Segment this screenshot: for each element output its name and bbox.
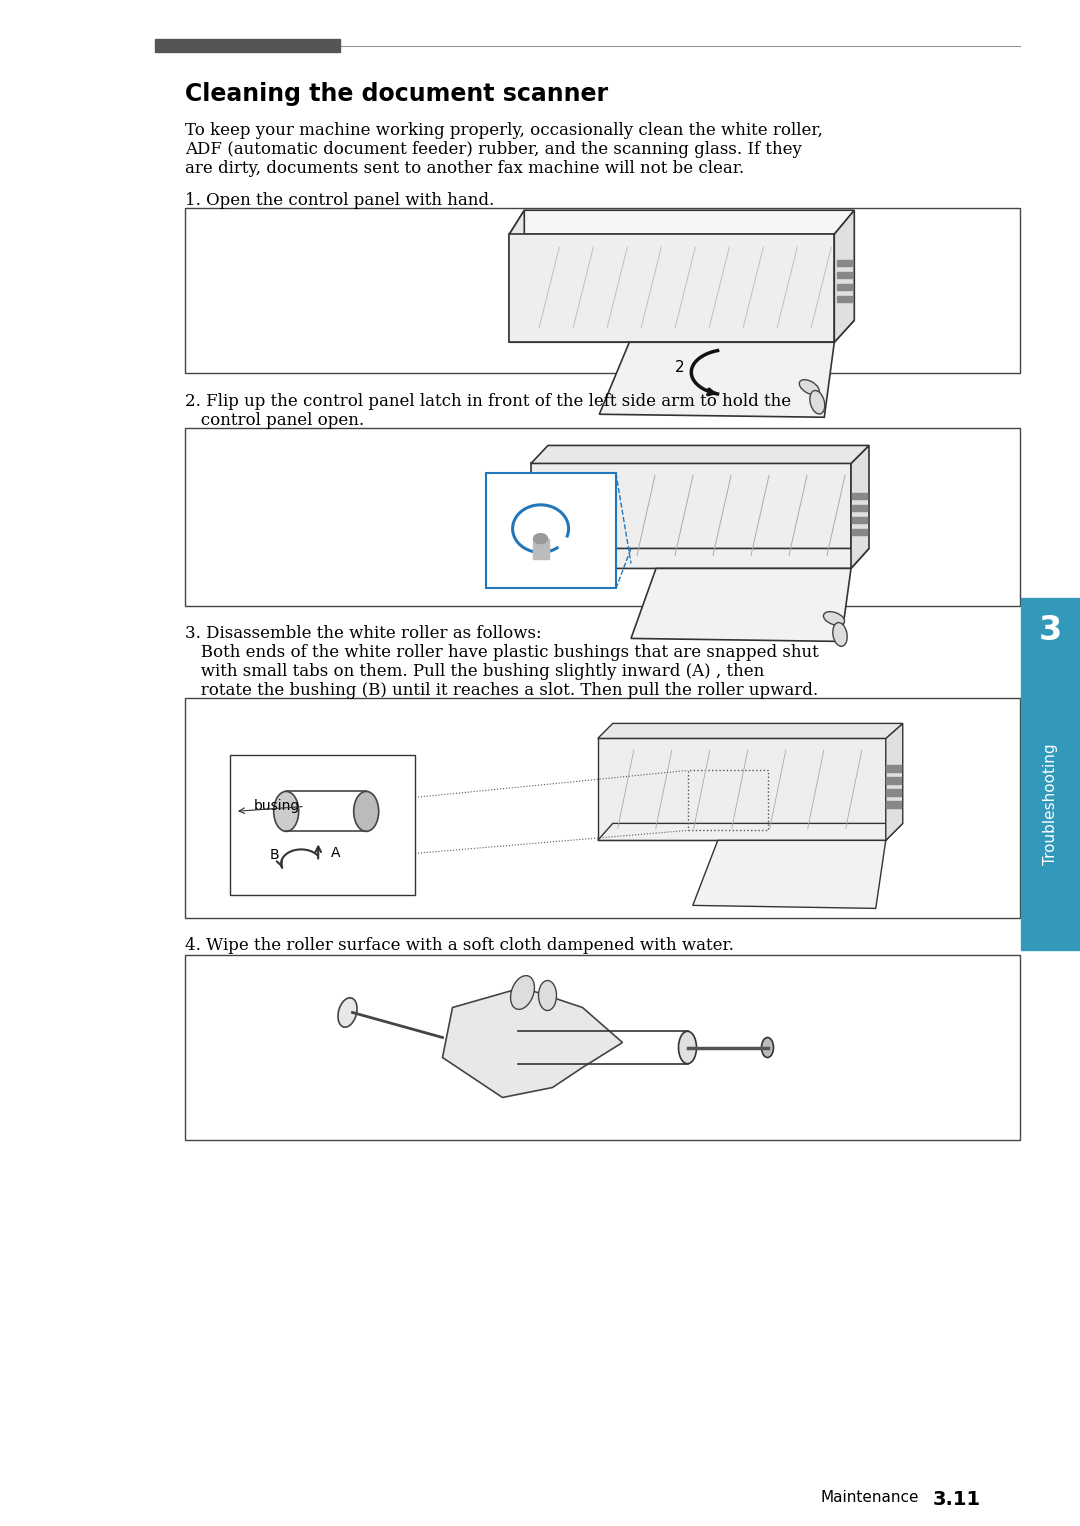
Polygon shape bbox=[510, 211, 854, 235]
Bar bbox=[852, 505, 867, 511]
Polygon shape bbox=[531, 446, 869, 464]
Ellipse shape bbox=[833, 623, 847, 647]
Text: rotate the bushing (B) until it reaches a slot. Then pull the roller upward.: rotate the bushing (B) until it reaches … bbox=[185, 682, 819, 699]
Text: Cleaning the document scanner: Cleaning the document scanner bbox=[185, 82, 608, 105]
Polygon shape bbox=[834, 211, 854, 342]
Bar bbox=[185, 208, 1020, 372]
Text: are dirty, documents sent to another fax machine will not be clear.: are dirty, documents sent to another fax… bbox=[185, 160, 744, 177]
Text: 2. Flip up the control panel latch in front of the left side arm to hold the: 2. Flip up the control panel latch in fr… bbox=[185, 394, 792, 410]
Bar bbox=[156, 40, 340, 52]
Bar bbox=[886, 766, 901, 772]
Polygon shape bbox=[510, 320, 854, 342]
Bar bbox=[886, 801, 901, 809]
Text: B: B bbox=[270, 848, 280, 862]
Polygon shape bbox=[597, 723, 903, 739]
Ellipse shape bbox=[539, 981, 556, 1010]
Text: 1. Open the control panel with hand.: 1. Open the control panel with hand. bbox=[185, 192, 495, 209]
Bar bbox=[532, 539, 549, 559]
Text: control panel open.: control panel open. bbox=[185, 412, 364, 429]
Bar bbox=[837, 272, 852, 278]
Polygon shape bbox=[851, 446, 869, 569]
Text: with small tabs on them. Pull the bushing slightly inward (A) , then: with small tabs on them. Pull the bushin… bbox=[185, 662, 765, 681]
Ellipse shape bbox=[823, 612, 845, 626]
Text: busing: busing bbox=[254, 800, 300, 813]
Text: 2: 2 bbox=[675, 360, 684, 375]
Bar bbox=[852, 530, 867, 536]
Polygon shape bbox=[886, 723, 903, 841]
Polygon shape bbox=[597, 824, 903, 841]
Text: ADF (automatic document feeder) rubber, and the scanning glass. If they: ADF (automatic document feeder) rubber, … bbox=[185, 140, 801, 159]
Ellipse shape bbox=[678, 1032, 697, 1064]
Text: Troubleshooting: Troubleshooting bbox=[1042, 743, 1057, 865]
Polygon shape bbox=[631, 569, 851, 641]
Polygon shape bbox=[531, 464, 851, 569]
Text: 4. Wipe the roller surface with a soft cloth dampened with water.: 4. Wipe the roller surface with a soft c… bbox=[185, 937, 734, 954]
Text: 3.11: 3.11 bbox=[933, 1489, 981, 1509]
Text: 3. Disassemble the white roller as follows:: 3. Disassemble the white roller as follo… bbox=[185, 626, 542, 642]
Bar bbox=[230, 755, 415, 896]
Bar bbox=[852, 517, 867, 523]
Bar bbox=[837, 261, 852, 266]
Bar bbox=[886, 789, 901, 797]
Ellipse shape bbox=[534, 534, 548, 543]
Text: 3: 3 bbox=[1038, 613, 1062, 647]
Ellipse shape bbox=[354, 792, 379, 832]
Ellipse shape bbox=[338, 998, 357, 1027]
Bar bbox=[852, 493, 867, 499]
Ellipse shape bbox=[511, 975, 535, 1009]
Bar bbox=[185, 697, 1020, 919]
Text: To keep your machine working properly, occasionally clean the white roller,: To keep your machine working properly, o… bbox=[185, 122, 823, 139]
Ellipse shape bbox=[509, 1032, 527, 1064]
Bar bbox=[1021, 598, 1079, 951]
Polygon shape bbox=[510, 235, 834, 342]
Bar bbox=[837, 284, 852, 290]
Text: Maintenance: Maintenance bbox=[820, 1489, 918, 1505]
Text: A: A bbox=[332, 847, 340, 861]
Ellipse shape bbox=[799, 380, 820, 395]
Bar bbox=[185, 427, 1020, 606]
Ellipse shape bbox=[810, 391, 825, 414]
Bar bbox=[185, 955, 1020, 1140]
Bar bbox=[837, 296, 852, 302]
Ellipse shape bbox=[273, 792, 299, 832]
Polygon shape bbox=[692, 841, 886, 908]
Bar bbox=[886, 777, 901, 784]
Bar bbox=[486, 473, 616, 589]
Polygon shape bbox=[443, 987, 622, 1097]
Polygon shape bbox=[597, 739, 886, 841]
Text: Both ends of the white roller have plastic bushings that are snapped shut: Both ends of the white roller have plast… bbox=[185, 644, 819, 661]
Bar bbox=[688, 771, 768, 830]
Ellipse shape bbox=[761, 1038, 773, 1058]
Polygon shape bbox=[599, 342, 834, 417]
Polygon shape bbox=[531, 548, 869, 569]
Polygon shape bbox=[510, 211, 524, 342]
